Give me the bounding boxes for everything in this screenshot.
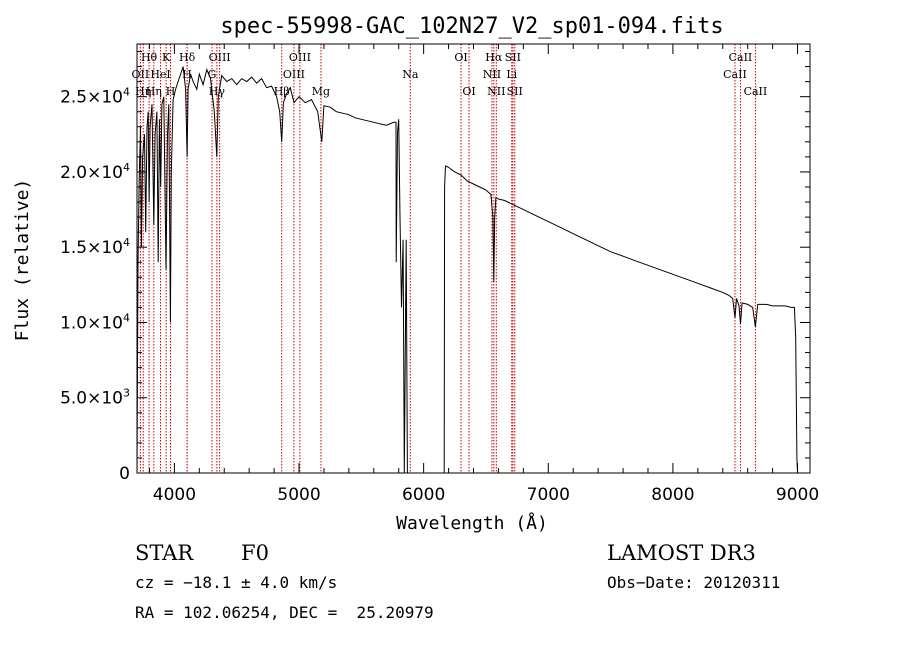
y-axis-ticks: 0 5.0×103 1.0×104 1.5×104 2.0×104 2.5×104: [60, 51, 810, 484]
reference-line-label: SII: [505, 51, 521, 64]
y-tick-label: 0: [119, 464, 130, 484]
reference-line-label: OIII: [289, 51, 311, 64]
observation-date: Obs−Date: 20120311: [607, 573, 781, 592]
plot-frame: [136, 43, 811, 474]
reference-line-label: SII: [507, 85, 523, 98]
reference-line-label: Mg: [312, 85, 330, 98]
reference-line-label: OI: [462, 85, 475, 98]
reference-line-label: Li: [506, 68, 517, 81]
x-tick-label: 5000: [277, 485, 320, 505]
y-tick-label: 5.0×103: [60, 387, 130, 409]
reference-line-label: H: [182, 68, 192, 81]
reference-line-label: Hθ: [141, 51, 158, 64]
reference-line-label: NII: [487, 85, 505, 98]
reference-line-label: H: [166, 85, 176, 98]
x-tick-label: 4000: [153, 485, 196, 505]
x-axis-ticks: 4000 5000 6000 7000 8000 9000: [148, 44, 819, 505]
reference-line-label: Hα: [485, 51, 503, 64]
object-type: STAR: [135, 541, 194, 565]
reference-line-label: CaII: [729, 51, 753, 64]
y-tick-label: 1.5×104: [60, 236, 130, 258]
reference-line-label: Hη: [135, 85, 151, 98]
reference-line-label: Hη: [146, 85, 162, 98]
y-tick-label: 1.0×104: [60, 311, 130, 333]
coordinates-readout: RA = 102.06254, DEC = 25.20979: [135, 603, 434, 622]
reference-line-label: Na: [402, 68, 419, 81]
reference-line-label: Hδ: [179, 51, 196, 64]
chart-title: spec-55998-GAC_102N27_V2_sp01-094.fits: [220, 14, 723, 39]
x-axis-label: Wavelength (Å): [396, 512, 548, 534]
x-tick-label: 9000: [776, 485, 819, 505]
reference-line-label: CaII: [723, 68, 747, 81]
reference-line-label: OII: [132, 68, 150, 81]
y-tick-label: 2.0×104: [60, 161, 130, 183]
reference-line-label: Hγ: [209, 85, 226, 98]
x-tick-label: 8000: [651, 485, 694, 505]
reference-line-label: G: [208, 68, 217, 81]
reference-lines: [139, 44, 756, 473]
reference-line-label: Hβ: [274, 85, 290, 98]
redshift-readout: cz = −18.1 ± 4.0 km/s: [135, 573, 338, 592]
y-tick-label: 2.5×104: [60, 86, 130, 108]
reference-line-label: K: [162, 51, 171, 64]
reference-line-label: HeI: [150, 68, 170, 81]
spectral-subclass: F0: [241, 541, 269, 565]
reference-line-label: OIII: [283, 68, 305, 81]
survey-name: LAMOST DR3: [607, 541, 756, 565]
x-tick-label: 6000: [402, 485, 445, 505]
x-tick-label: 7000: [527, 485, 570, 505]
y-axis-label: Flux (relative): [12, 179, 33, 342]
reference-line-label: OIII: [209, 51, 231, 64]
reference-line-label: OI: [454, 51, 467, 64]
reference-line-label: CaII: [744, 85, 768, 98]
spectrum-series-line: [136, 66, 798, 474]
reference-line-label: NII: [483, 68, 501, 81]
